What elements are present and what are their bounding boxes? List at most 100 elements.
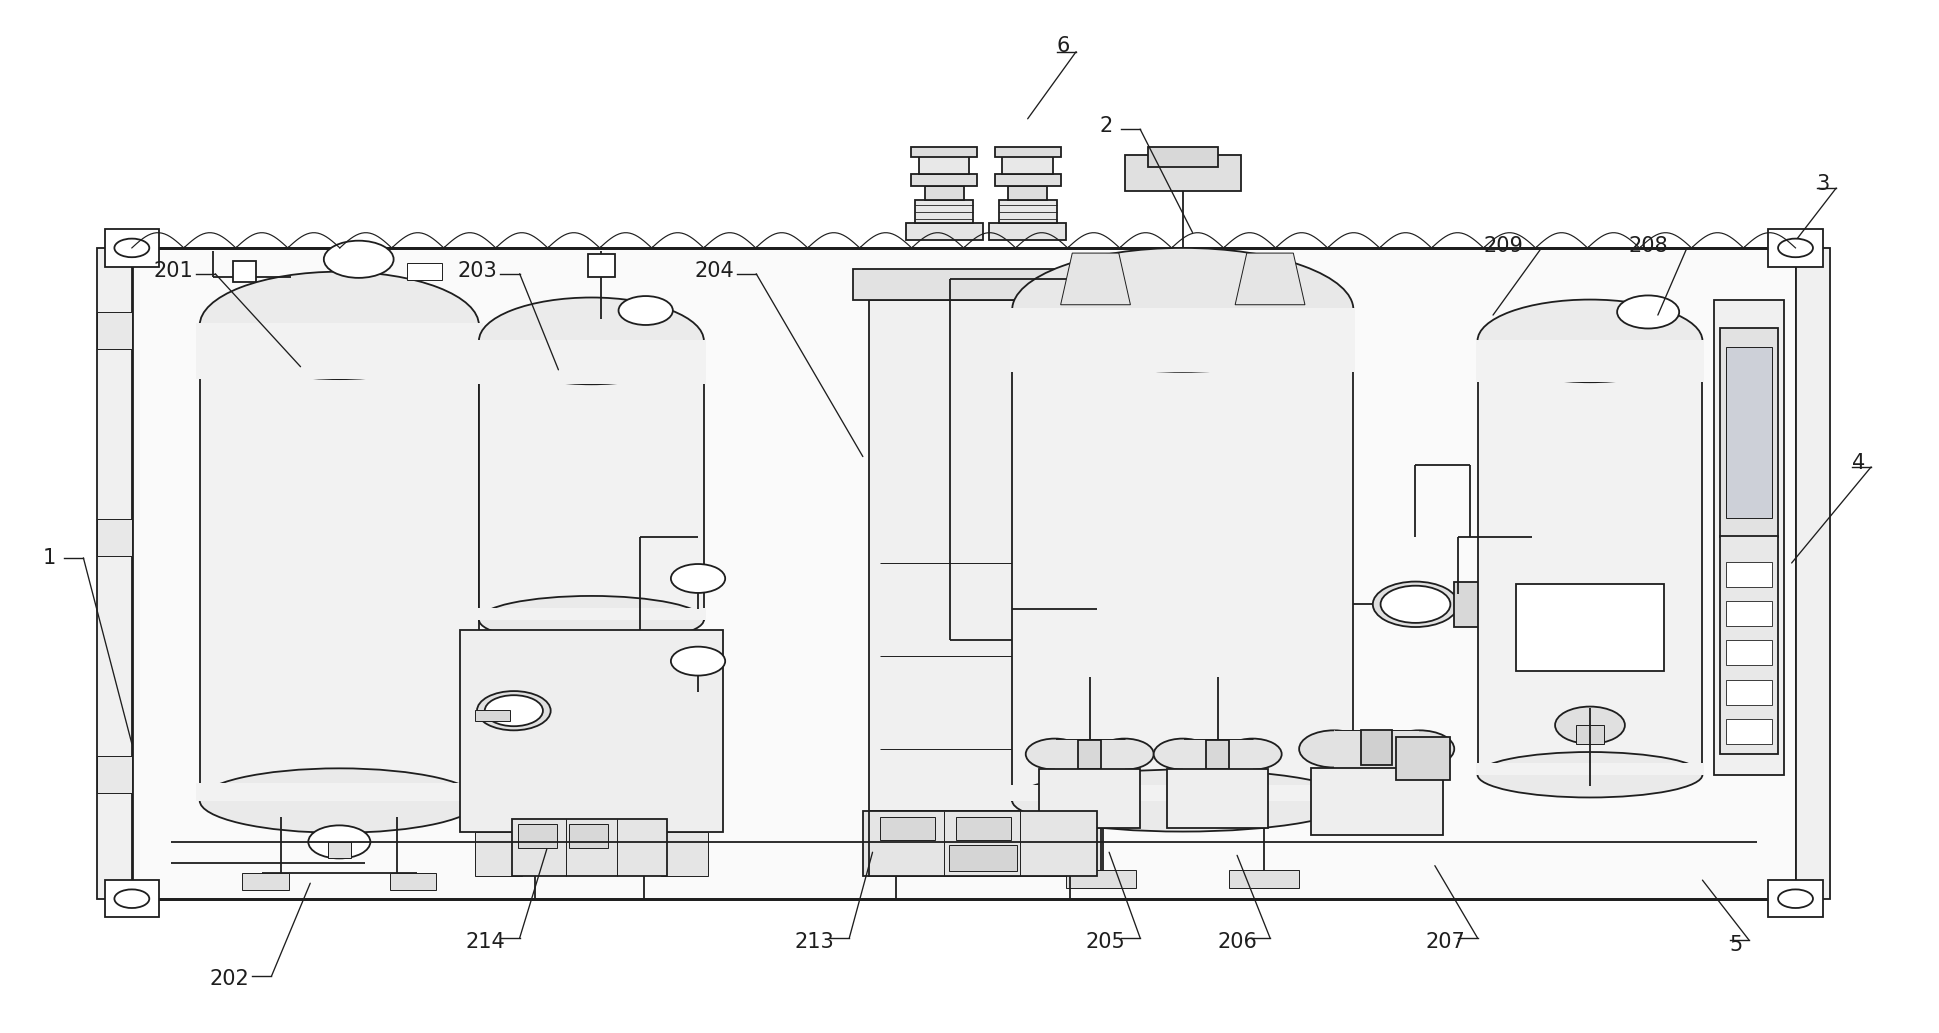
Bar bbox=[588, 254, 615, 277]
Circle shape bbox=[114, 239, 149, 257]
Text: 202: 202 bbox=[209, 969, 250, 990]
Bar bbox=[1012, 310, 1353, 801]
Bar bbox=[853, 269, 1113, 300]
Bar bbox=[1010, 785, 1355, 801]
Circle shape bbox=[671, 647, 725, 676]
Circle shape bbox=[1555, 707, 1625, 744]
Text: 205: 205 bbox=[1086, 932, 1127, 952]
Polygon shape bbox=[1235, 253, 1305, 305]
Circle shape bbox=[1617, 295, 1679, 328]
Bar bbox=[661, 832, 708, 876]
Bar bbox=[1720, 535, 1778, 754]
Bar bbox=[97, 519, 132, 556]
Polygon shape bbox=[1061, 253, 1130, 305]
Bar bbox=[863, 811, 921, 876]
Bar bbox=[1045, 811, 1103, 876]
Bar bbox=[242, 873, 289, 890]
Circle shape bbox=[324, 241, 394, 278]
Bar bbox=[948, 845, 1018, 876]
Bar bbox=[1055, 739, 1125, 770]
Bar bbox=[475, 832, 522, 876]
Circle shape bbox=[485, 695, 543, 726]
Bar bbox=[97, 756, 132, 793]
Bar bbox=[1148, 147, 1218, 167]
Text: 5: 5 bbox=[1730, 935, 1743, 956]
Text: 1: 1 bbox=[43, 547, 56, 568]
Circle shape bbox=[1778, 889, 1813, 908]
Bar bbox=[956, 817, 1010, 840]
Bar bbox=[1768, 229, 1823, 267]
Text: 206: 206 bbox=[1218, 932, 1258, 952]
Bar bbox=[1125, 155, 1241, 191]
Bar bbox=[1008, 186, 1047, 200]
Bar bbox=[105, 229, 159, 267]
Bar bbox=[1478, 341, 1702, 775]
Ellipse shape bbox=[1026, 739, 1084, 770]
Ellipse shape bbox=[1384, 730, 1454, 768]
Bar bbox=[1039, 769, 1140, 828]
Bar bbox=[477, 340, 706, 384]
Text: 201: 201 bbox=[153, 260, 194, 281]
Text: 214: 214 bbox=[465, 932, 506, 952]
Bar bbox=[407, 263, 442, 280]
Text: 203: 203 bbox=[458, 260, 498, 281]
Bar bbox=[518, 823, 556, 847]
Text: 2: 2 bbox=[1099, 116, 1113, 136]
Ellipse shape bbox=[1478, 300, 1702, 382]
Bar bbox=[1726, 680, 1772, 705]
Bar bbox=[1167, 769, 1268, 828]
Bar bbox=[1726, 640, 1772, 665]
Bar bbox=[1726, 719, 1772, 744]
Bar bbox=[1229, 870, 1299, 888]
Bar bbox=[233, 261, 256, 282]
Circle shape bbox=[671, 564, 725, 593]
Circle shape bbox=[1778, 239, 1813, 257]
Bar bbox=[1720, 328, 1778, 537]
Text: 6: 6 bbox=[1057, 36, 1070, 57]
Bar bbox=[1311, 768, 1443, 835]
Bar bbox=[1066, 870, 1136, 888]
Ellipse shape bbox=[1154, 739, 1212, 770]
Bar bbox=[1714, 300, 1784, 775]
Bar bbox=[1576, 725, 1604, 744]
Text: 4: 4 bbox=[1852, 452, 1865, 473]
Bar bbox=[1726, 562, 1772, 587]
Bar bbox=[880, 817, 935, 840]
Bar bbox=[995, 147, 1061, 157]
Bar bbox=[884, 853, 1082, 876]
Bar bbox=[919, 153, 970, 174]
Bar bbox=[1476, 340, 1704, 382]
Bar bbox=[1361, 730, 1392, 765]
Bar bbox=[995, 174, 1061, 186]
Ellipse shape bbox=[1224, 739, 1282, 770]
Bar bbox=[1516, 584, 1664, 671]
Ellipse shape bbox=[479, 596, 704, 644]
Circle shape bbox=[114, 889, 149, 908]
Bar bbox=[911, 174, 977, 186]
Bar bbox=[1206, 740, 1229, 769]
Circle shape bbox=[619, 296, 673, 325]
Bar bbox=[999, 200, 1057, 223]
Ellipse shape bbox=[1373, 582, 1458, 627]
Bar bbox=[328, 842, 351, 858]
Circle shape bbox=[308, 825, 370, 858]
Ellipse shape bbox=[1012, 770, 1353, 832]
Bar bbox=[989, 223, 1066, 240]
Ellipse shape bbox=[200, 272, 479, 379]
Ellipse shape bbox=[477, 691, 551, 730]
Bar bbox=[1078, 740, 1101, 769]
Bar bbox=[1796, 248, 1830, 899]
Bar bbox=[475, 711, 510, 721]
Circle shape bbox=[1381, 586, 1450, 623]
Bar bbox=[1334, 730, 1419, 768]
Text: 207: 207 bbox=[1425, 932, 1466, 952]
Bar bbox=[570, 823, 609, 847]
Bar bbox=[925, 186, 964, 200]
Bar bbox=[97, 248, 132, 899]
Ellipse shape bbox=[1012, 248, 1353, 372]
Text: 209: 209 bbox=[1483, 236, 1524, 256]
Text: 3: 3 bbox=[1817, 174, 1830, 194]
Bar bbox=[869, 300, 1097, 811]
Ellipse shape bbox=[1096, 739, 1154, 770]
Bar bbox=[105, 880, 159, 917]
